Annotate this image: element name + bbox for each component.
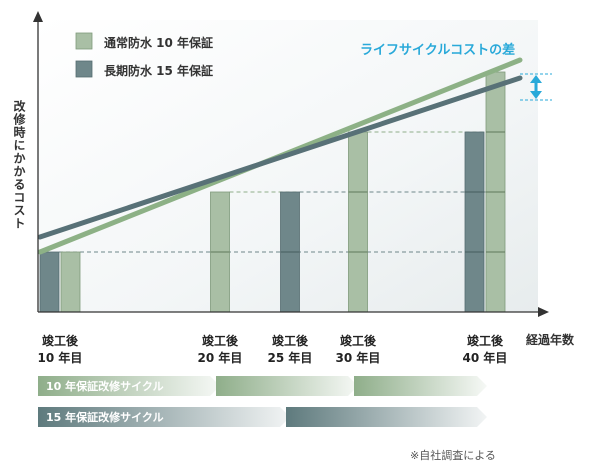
legend: 通常防水 10 年保証 長期防水 15 年保証 — [75, 32, 213, 78]
cycle-arrow-10y-20 — [38, 376, 220, 396]
bar-long-term-40 — [464, 131, 485, 313]
arrow-down-icon — [530, 91, 542, 99]
y-axis-arrow-icon — [33, 11, 43, 22]
legend-swatch-standard — [75, 32, 93, 50]
legend-swatch-long-term — [75, 60, 93, 78]
cycle-arrow-10y-30 — [216, 376, 358, 396]
x-tick-label-30年目-line2: 30 年目 — [336, 350, 381, 365]
source-note: ※自社調査による — [410, 448, 496, 462]
x-tick-label-40年目-line1: 竣工後 — [467, 333, 504, 348]
y-axis-label: 改修時にかかるコスト — [12, 99, 26, 230]
x-tick-label-10年目-line2: 10 年目 — [38, 350, 83, 365]
cycle-arrow-15y-25 — [38, 407, 290, 427]
x-tick-label-20年目-line2: 20 年目 — [198, 350, 243, 365]
x-axis-label: 経過年数 — [526, 332, 575, 347]
difference-marker — [520, 73, 552, 101]
cycle-label-10y: 10 年保証改修サイクル — [46, 379, 164, 393]
x-tick-label-25年目-line2: 25 年目 — [268, 350, 313, 365]
x-tick-label-10年目-line1: 竣工後 — [42, 333, 79, 348]
legend-label-standard: 通常防水 10 年保証 — [104, 35, 213, 50]
trend-lines — [37, 57, 523, 255]
arrow-up-icon — [530, 75, 542, 83]
renovation-cycles: 10 年保証改修サイクル 15 年保証改修サイクル — [38, 376, 487, 427]
x-tick-label-30年目-line1: 竣工後 — [340, 333, 377, 348]
x-axis-arrow-icon — [538, 307, 549, 317]
bars — [39, 71, 506, 313]
cycle-arrow-10y-40 — [354, 376, 487, 396]
trend-line-long-term — [37, 75, 523, 240]
lifecycle-cost-difference-label: ライフサイクルコストの差 — [360, 42, 515, 58]
x-tick-label-20年目-line1: 竣工後 — [202, 333, 239, 348]
legend-label-long-term: 長期防水 15 年保証 — [104, 63, 213, 78]
bar-standard-30 — [348, 131, 368, 313]
x-tick-label-40年目-line2: 40 年目 — [463, 350, 508, 365]
cycle-arrow-15y-40 — [286, 407, 487, 427]
x-category-labels: 竣工後 10 年目 竣工後 20 年目 竣工後 25 年目 竣工後 30 年目 竣工後 40 年目 — [38, 333, 508, 365]
bar-long-term-10 — [39, 251, 60, 313]
bar-standard-10 — [60, 251, 81, 313]
x-tick-label-25年目-line1: 竣工後 — [272, 333, 309, 348]
cycle-label-15y: 15 年保証改修サイクル — [46, 410, 164, 424]
